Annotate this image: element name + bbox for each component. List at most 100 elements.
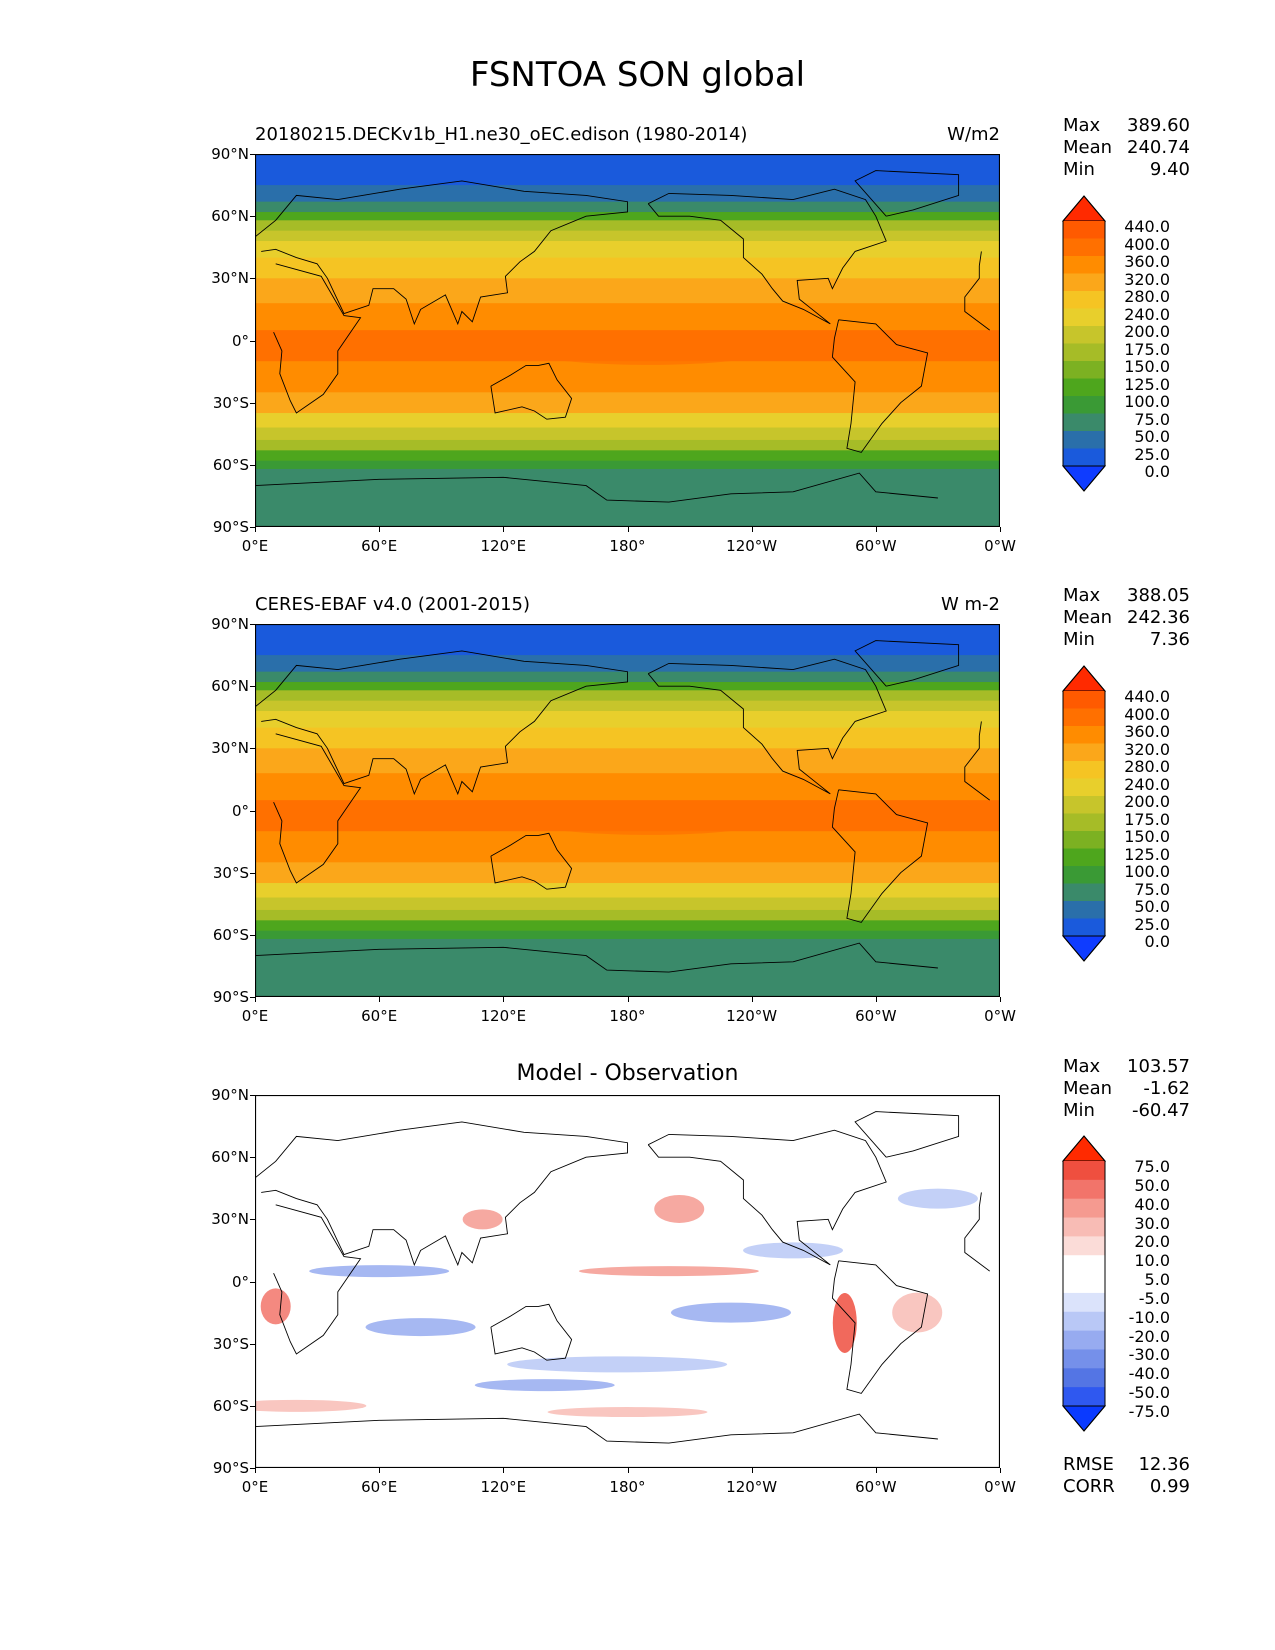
colorbar-segment xyxy=(1063,1330,1105,1350)
field-band xyxy=(255,241,1000,259)
colorbar-extend-min xyxy=(1062,465,1106,492)
field-anomaly xyxy=(832,1292,857,1353)
colorbar-label: 125.0 xyxy=(1124,844,1170,864)
field-anomaly xyxy=(528,806,769,835)
colorbar-label: 50.0 xyxy=(1134,1175,1170,1195)
lon-tick-label: 120°E xyxy=(480,537,527,555)
lon-tick xyxy=(503,997,505,1002)
lat-tick xyxy=(250,810,255,812)
lat-tick xyxy=(250,1281,255,1283)
colorbar-segment xyxy=(1063,1179,1105,1200)
metric-value: 0.99 xyxy=(1149,1476,1190,1497)
field-band xyxy=(255,624,1000,656)
stat-name: Max xyxy=(1063,1056,1101,1077)
colorbar-label: -20.0 xyxy=(1128,1326,1170,1346)
colorbar-extend-min xyxy=(1062,1405,1106,1432)
field-band xyxy=(255,220,1000,232)
colorbar-segment xyxy=(1063,326,1105,344)
field-band xyxy=(255,257,1000,279)
lon-tick xyxy=(627,997,629,1002)
lat-tick xyxy=(250,1468,255,1469)
lat-tick xyxy=(250,997,255,998)
stat-name: Max xyxy=(1063,115,1101,136)
field-band xyxy=(255,392,1000,414)
field-band xyxy=(255,655,1000,673)
lat-tick xyxy=(250,624,255,625)
field-band xyxy=(255,212,1000,221)
lat-tick xyxy=(250,934,255,936)
colorbar-segment xyxy=(1063,1387,1105,1407)
lat-tick-label: 60°N xyxy=(211,207,249,226)
field-band xyxy=(255,773,1000,801)
colorbar-label: 0.0 xyxy=(1144,462,1170,481)
colorbar-outline xyxy=(1062,665,1106,962)
colorbar-label: 320.0 xyxy=(1124,269,1170,289)
panel-title-left: CERES-EBAF v4.0 (2001-2015) xyxy=(255,594,531,615)
field-band xyxy=(255,930,1000,940)
colorbar-segment xyxy=(1063,238,1105,257)
colorbar-label: 100.0 xyxy=(1124,392,1170,411)
colorbar-segment xyxy=(1063,448,1105,467)
stat-value: 388.05 xyxy=(1127,585,1190,606)
stat-value: 7.36 xyxy=(1149,629,1190,650)
panel-units: W m-2 xyxy=(940,594,1000,615)
lat-tick-label: 90°S xyxy=(212,1459,249,1477)
field-band xyxy=(255,682,1000,691)
colorbar-segment xyxy=(1063,1274,1105,1294)
coastline xyxy=(273,733,990,884)
stat-value: 240.74 xyxy=(1127,137,1190,158)
colorbar-segment xyxy=(1063,708,1105,727)
colorbar-label: 10.0 xyxy=(1134,1251,1170,1271)
map-plot xyxy=(255,624,1000,997)
colorbar-label: 50.0 xyxy=(1134,897,1170,916)
colorbar-extend-min xyxy=(1062,935,1106,962)
lon-tick-label: 60°E xyxy=(361,1478,398,1496)
colorbar-segment xyxy=(1063,1198,1105,1219)
lon-tick-label: 0°E xyxy=(241,537,269,555)
lon-tick xyxy=(503,1468,505,1473)
colorbar-label: -30.0 xyxy=(1128,1345,1170,1365)
field-band xyxy=(255,230,1000,242)
field-band xyxy=(255,303,1000,331)
lon-tick-label: 180° xyxy=(609,1007,646,1025)
colorbar-label: -5.0 xyxy=(1138,1288,1170,1308)
colorbar-label: 75.0 xyxy=(1134,1157,1170,1176)
lon-tick-label: 120°W xyxy=(726,1478,778,1496)
colorbar-segment xyxy=(1063,918,1105,937)
field-band xyxy=(255,909,1000,921)
field-band xyxy=(255,690,1000,702)
lon-tick xyxy=(255,1468,256,1473)
colorbar-segment xyxy=(1063,1255,1105,1275)
colorbar-label: 20.0 xyxy=(1134,1232,1170,1252)
lat-tick xyxy=(250,1343,255,1345)
colorbar-label: 440.0 xyxy=(1124,687,1170,706)
colorbar-segment xyxy=(1063,761,1105,779)
field-anomaly xyxy=(743,1242,844,1259)
colorbar-label: 240.0 xyxy=(1124,304,1170,324)
colorbar-segment xyxy=(1063,901,1105,919)
stat-value: -1.62 xyxy=(1143,1078,1190,1099)
field-band xyxy=(255,427,1000,441)
lat-tick xyxy=(250,1405,255,1407)
colorbar-segment xyxy=(1063,396,1105,414)
lon-tick xyxy=(379,997,381,1002)
field-anomaly xyxy=(892,1292,943,1333)
lon-tick-label: 0°W xyxy=(984,1007,1016,1025)
field-band xyxy=(255,460,1000,470)
field-anomaly xyxy=(260,1288,291,1325)
lat-tick xyxy=(250,872,255,874)
stat-value: -60.47 xyxy=(1131,1100,1190,1121)
lon-tick-label: 60°E xyxy=(361,537,398,555)
lon-tick-label: 120°W xyxy=(726,537,778,555)
colorbar-segment xyxy=(1063,1217,1105,1237)
figure-title: FSNTOA SON global xyxy=(469,55,806,95)
colorbar-label: 150.0 xyxy=(1124,357,1170,376)
coastline xyxy=(831,789,929,923)
lon-tick-label: 0°E xyxy=(241,1007,269,1025)
lon-tick-label: 120°E xyxy=(480,1007,527,1025)
lat-tick xyxy=(250,340,255,342)
lon-tick xyxy=(627,1468,629,1473)
field-band xyxy=(255,468,1000,527)
lon-tick xyxy=(379,1468,381,1473)
lat-tick-label: 90°S xyxy=(212,518,249,536)
